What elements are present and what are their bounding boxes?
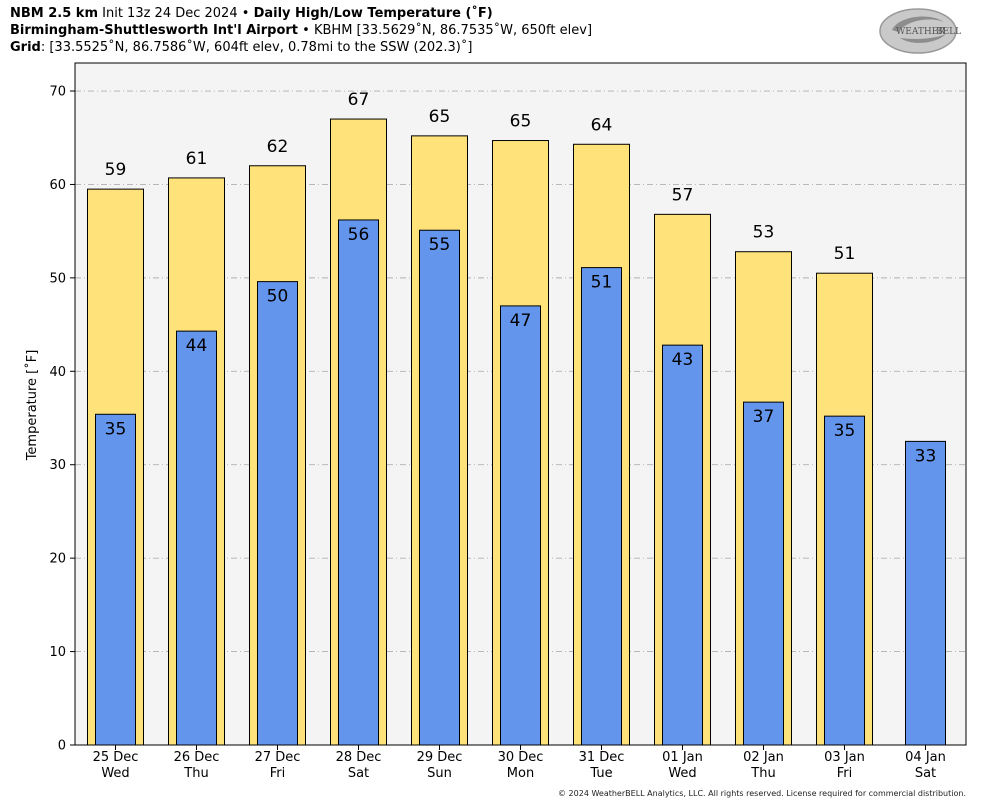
y-tick-label: 20: [49, 552, 66, 567]
y-tick-label: 70: [49, 85, 66, 100]
separator: •: [241, 6, 250, 21]
x-tick-label-date: 03 Jan: [824, 750, 865, 765]
x-tick-label-day: Wed: [668, 766, 696, 781]
logo-text-bell: BELL: [936, 27, 961, 37]
x-tick-label-date: 25 Dec: [93, 750, 139, 765]
x-tick-label-date: 26 Dec: [174, 750, 220, 765]
x-tick-label-date: 27 Dec: [255, 750, 301, 765]
high-value-label: 67: [348, 90, 370, 110]
high-value-label: 61: [186, 149, 208, 169]
x-tick-label-day: Sun: [427, 766, 452, 781]
high-value-label: 65: [429, 107, 451, 127]
x-tick-label-day: Thu: [183, 766, 208, 781]
x-tick-label-date: 02 Jan: [743, 750, 784, 765]
low-value-label: 56: [348, 225, 370, 245]
low-value-label: 35: [834, 421, 856, 441]
low-value-label: 35: [105, 419, 127, 439]
high-value-label: 62: [267, 137, 289, 157]
low-bar: [338, 219, 379, 746]
product-title: Daily High/Low Temperature (˚F): [253, 6, 493, 21]
low-value-label: 37: [753, 407, 775, 427]
y-tick-label: 0: [58, 739, 66, 754]
x-tick-label-day: Sat: [348, 766, 369, 781]
low-bar: [419, 229, 460, 746]
low-bar: [95, 413, 136, 746]
y-tick-label: 50: [49, 271, 66, 286]
low-bar: [824, 415, 865, 746]
high-value-label: 57: [672, 185, 694, 205]
low-value-label: 47: [510, 311, 532, 331]
init-time: Init 13z 24 Dec 2024: [102, 6, 238, 21]
title-line-1: NBM 2.5 km Init 13z 24 Dec 2024 • Daily …: [10, 6, 493, 22]
x-tick-label-day: Mon: [507, 766, 534, 781]
x-tick-label-day: Tue: [589, 766, 612, 781]
x-tick-label-date: 30 Dec: [498, 750, 544, 765]
y-tick-label: 10: [49, 645, 66, 660]
high-value-label: 51: [834, 244, 856, 264]
x-tick-label-day: Fri: [270, 766, 286, 781]
y-tick-label: 40: [49, 365, 66, 380]
x-tick-label-date: 01 Jan: [662, 750, 703, 765]
low-value-label: 43: [672, 350, 694, 370]
y-axis-label: Temperature [˚F]: [24, 350, 40, 462]
grid-info: : [33.5525˚N, 86.7586˚W, 604ft elev, 0.7…: [40, 40, 473, 55]
x-tick-label-day: Fri: [837, 766, 853, 781]
high-value-label: 64: [591, 115, 613, 135]
copyright-notice: © 2024 WeatherBELL Analytics, LLC. All r…: [558, 789, 966, 798]
low-bar: [662, 344, 703, 746]
separator: •: [302, 23, 310, 38]
plot-frame: [74, 62, 967, 746]
title-line-3: Grid: [33.5525˚N, 86.7586˚W, 604ft elev,…: [10, 40, 472, 56]
low-bar: [500, 305, 541, 746]
grid-label: Grid: [10, 40, 41, 55]
high-value-label: 53: [753, 223, 775, 243]
x-tick-label-day: Wed: [101, 766, 129, 781]
x-tick-label-date: 28 Dec: [336, 750, 382, 765]
low-bar: [581, 267, 622, 746]
low-bar: [905, 440, 946, 746]
low-value-label: 55: [429, 235, 451, 255]
low-value-label: 50: [267, 287, 289, 307]
x-tick-label-date: 31 Dec: [579, 750, 625, 765]
model-name: NBM 2.5 km: [10, 6, 98, 21]
site-name: Birmingham-Shuttlesworth Int'l Airport: [10, 23, 299, 38]
logo-text: WEATHER: [896, 27, 945, 37]
high-value-label: 65: [510, 112, 532, 132]
low-bar: [257, 281, 298, 746]
low-value-label: 44: [186, 336, 208, 356]
y-tick-label: 30: [49, 458, 66, 473]
high-value-label: 59: [105, 160, 127, 180]
low-value-label: 51: [591, 273, 613, 293]
x-tick-label-date: 29 Dec: [417, 750, 463, 765]
low-bar: [743, 401, 784, 746]
title-line-2: Birmingham-Shuttlesworth Int'l Airport •…: [10, 23, 592, 39]
low-value-label: 33: [915, 446, 937, 466]
y-tick-label: 60: [49, 178, 66, 193]
site-info: KBHM [33.5629˚N, 86.7535˚W, 650ft elev]: [313, 23, 593, 38]
weatherbell-logo: WEATHER BELL: [879, 8, 961, 54]
x-tick-label-date: 04 Jan: [905, 750, 946, 765]
low-bar: [176, 330, 217, 746]
x-tick-label-day: Thu: [750, 766, 775, 781]
x-tick-label-day: Sat: [915, 766, 936, 781]
